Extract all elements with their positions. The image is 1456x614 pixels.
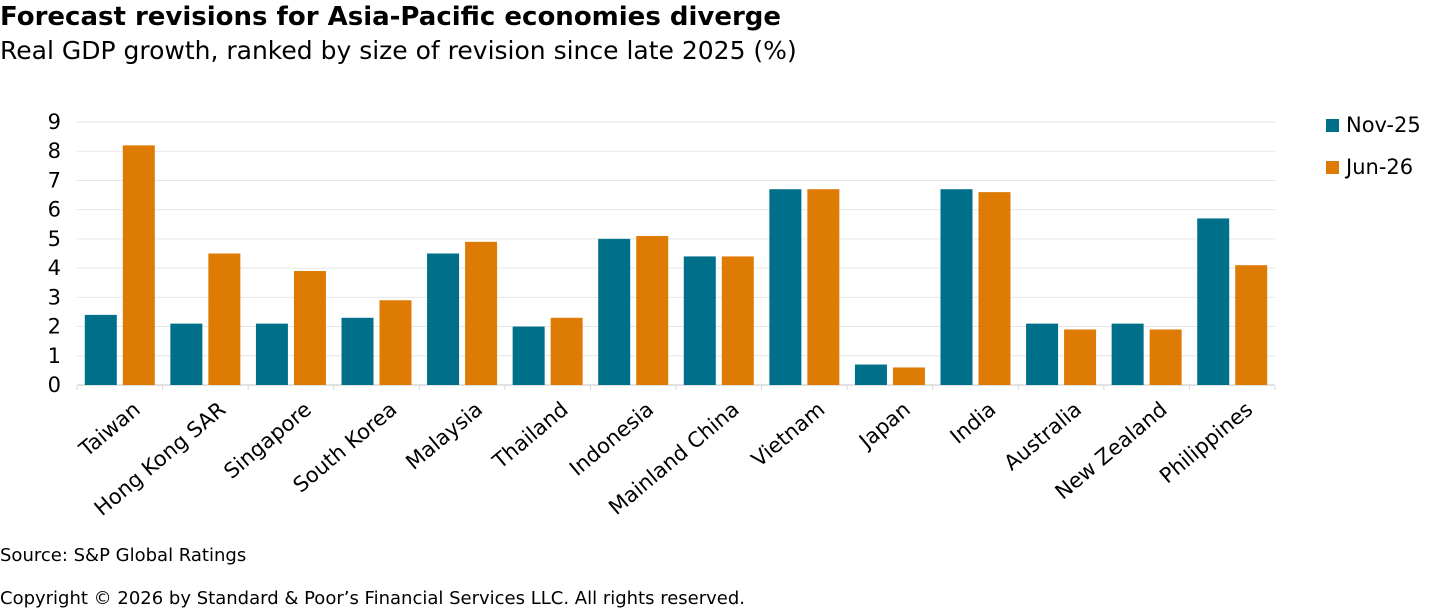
y-tick-label-5: 5 — [48, 227, 61, 251]
bar-philippines-jun-26 — [1235, 265, 1268, 385]
bar-indonesia-nov-25 — [598, 238, 631, 385]
bar-thailand-nov-25 — [512, 326, 545, 385]
bar-malaysia-jun-26 — [465, 241, 498, 385]
x-tick-label-india: India — [946, 397, 1001, 449]
x-tick-label-thailand: Thailand — [487, 397, 572, 474]
bar-south-korea-nov-25 — [341, 317, 374, 385]
bar-vietnam-nov-25 — [769, 189, 802, 385]
chart-title: Forecast revisions for Asia-Pacific econ… — [0, 2, 782, 32]
bar-new-zealand-nov-25 — [1111, 323, 1144, 385]
bar-malaysia-nov-25 — [427, 253, 460, 385]
x-tick-label-japan: Japan — [853, 397, 915, 454]
x-tick-label-taiwan: Taiwan — [74, 397, 145, 462]
x-tick-label-philippines: Philippines — [1155, 397, 1257, 488]
source-note: Source: S&P Global Ratings — [0, 545, 247, 566]
legend-swatch-nov-25 — [1326, 118, 1339, 132]
gridlines — [77, 121, 1275, 386]
y-tick-label-2: 2 — [48, 315, 61, 339]
y-tick-label-4: 4 — [48, 256, 61, 280]
bar-indonesia-jun-26 — [636, 235, 669, 385]
bar-thailand-jun-26 — [550, 317, 583, 385]
y-axis-ticks: 0 1 2 3 4 5 6 7 8 9 — [48, 110, 61, 397]
bar-india-nov-25 — [940, 189, 973, 385]
y-tick-label-0: 0 — [48, 373, 61, 397]
legend-label-nov-25: Nov-25 — [1346, 113, 1421, 137]
y-tick-label-6: 6 — [48, 198, 61, 222]
y-tick-label-8: 8 — [48, 139, 61, 163]
bar-australia-jun-26 — [1064, 329, 1097, 385]
chart-subtitle: Real GDP growth, ranked by size of revis… — [0, 36, 797, 65]
bars — [84, 145, 1268, 385]
bar-taiwan-nov-25 — [84, 314, 117, 385]
bar-taiwan-jun-26 — [122, 145, 155, 385]
bar-hong-kong-sar-jun-26 — [208, 253, 241, 385]
x-tick-label-australia: Australia — [999, 397, 1086, 475]
x-tick-label-vietnam: Vietnam — [747, 397, 829, 472]
bar-singapore-nov-25 — [255, 323, 288, 385]
bar-india-jun-26 — [978, 192, 1011, 385]
bar-australia-nov-25 — [1026, 323, 1059, 385]
bar-vietnam-jun-26 — [807, 189, 840, 385]
legend-swatch-jun-26 — [1326, 160, 1339, 174]
bar-south-korea-jun-26 — [379, 300, 412, 385]
bar-philippines-nov-25 — [1197, 218, 1230, 385]
y-tick-label-3: 3 — [48, 285, 61, 309]
x-tick-label-malaysia: Malaysia — [401, 397, 487, 474]
legend-item-nov-25: Nov-25 — [1326, 112, 1421, 138]
bar-mainland-china-nov-25 — [683, 256, 716, 385]
bar-japan-nov-25 — [854, 364, 887, 385]
y-tick-label-9: 9 — [48, 110, 61, 134]
bar-japan-jun-26 — [892, 367, 925, 385]
legend-label-jun-26: Jun-26 — [1346, 155, 1414, 179]
bar-mainland-china-jun-26 — [721, 256, 754, 385]
y-tick-label-1: 1 — [48, 344, 61, 368]
bar-hong-kong-sar-nov-25 — [170, 323, 203, 385]
copyright-note: Copyright © 2026 by Standard & Poor’s Fi… — [0, 588, 746, 609]
bar-new-zealand-jun-26 — [1149, 329, 1182, 385]
bar-singapore-jun-26 — [293, 271, 326, 385]
y-tick-label-7: 7 — [48, 168, 61, 192]
legend: Nov-25 Jun-26 — [1326, 112, 1421, 196]
legend-item-jun-26: Jun-26 — [1326, 154, 1421, 180]
